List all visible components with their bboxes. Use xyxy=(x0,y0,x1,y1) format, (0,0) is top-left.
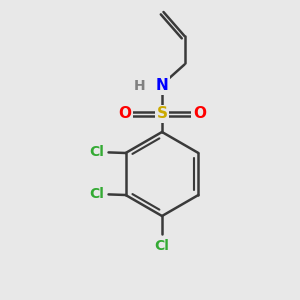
Text: O: O xyxy=(193,106,206,121)
Text: Cl: Cl xyxy=(89,188,104,201)
Text: S: S xyxy=(157,106,167,122)
Text: O: O xyxy=(118,106,131,121)
Text: H: H xyxy=(134,79,145,92)
Text: Cl: Cl xyxy=(89,146,104,159)
Text: N: N xyxy=(156,78,168,93)
Text: Cl: Cl xyxy=(154,239,169,253)
